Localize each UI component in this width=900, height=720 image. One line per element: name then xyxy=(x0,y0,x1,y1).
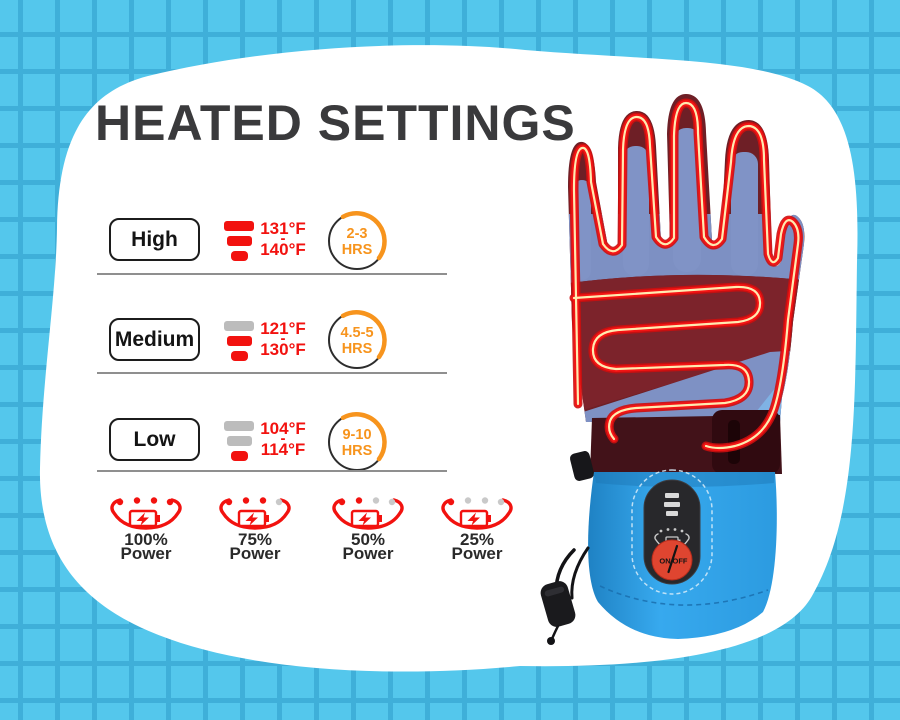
temp-value: 121°F xyxy=(260,319,306,338)
controller-stitching xyxy=(631,469,713,595)
level-label: Low xyxy=(133,427,176,451)
temperature-range-low: 104°F - 114°F xyxy=(255,419,311,459)
power-button-slash xyxy=(667,544,679,574)
heat-bar xyxy=(226,236,252,246)
duration-unit: HRS xyxy=(342,341,373,357)
level-button-high[interactable]: High xyxy=(109,218,200,261)
heating-wire xyxy=(569,98,803,453)
glove-power-button[interactable]: ON OFF xyxy=(651,539,693,581)
duration-value: 2-3 xyxy=(347,226,368,242)
heat-bar xyxy=(224,221,254,231)
temp-separator: - xyxy=(280,430,286,447)
temp-value: 131°F xyxy=(260,219,306,238)
power-word: Power xyxy=(229,543,281,563)
temp-separator: - xyxy=(280,330,286,347)
level-label: High xyxy=(131,227,178,251)
power-percent: 75% xyxy=(237,530,273,549)
power-percent: 50% xyxy=(350,530,386,549)
power-word: Power xyxy=(342,543,394,563)
heat-level-indicator-icon xyxy=(664,493,680,516)
middle-finger-panel xyxy=(673,128,701,272)
power-level-50: 50% Power xyxy=(313,495,423,563)
battery-gauge-icon xyxy=(441,497,513,530)
palm-panel xyxy=(568,274,804,418)
duration-unit: HRS xyxy=(342,242,373,258)
glove-controller: ON OFF xyxy=(631,469,713,595)
duration-badge-low: 9-10 HRS xyxy=(328,412,387,471)
heat-level-icon-medium xyxy=(224,321,254,361)
heat-bar xyxy=(226,336,252,346)
duration-badge-medium: 4.5-5 HRS xyxy=(328,310,387,369)
power-button-on-text: ON xyxy=(659,557,670,566)
badge-arc xyxy=(340,310,387,360)
power-word: Power xyxy=(451,543,503,563)
heat-bar xyxy=(230,251,248,261)
cuff-hem-stitch xyxy=(599,585,769,606)
battery-gauge-icon xyxy=(219,497,291,530)
heat-bar xyxy=(224,321,254,331)
heat-bar xyxy=(224,421,254,431)
temperature-range-high: 131°F - 140°F xyxy=(255,219,311,259)
level-button-low[interactable]: Low xyxy=(109,418,200,461)
duration-value: 9-10 xyxy=(342,427,371,443)
row-divider xyxy=(97,372,447,374)
badge-arc xyxy=(340,211,387,261)
heat-bar xyxy=(226,436,252,446)
duration-unit: HRS xyxy=(342,443,373,459)
power-percent: 25% xyxy=(459,530,495,549)
row-divider xyxy=(97,273,447,275)
temp-separator: - xyxy=(280,230,286,247)
power-button-off-text: OFF xyxy=(673,557,688,566)
heated-glove-image: ON OFF xyxy=(540,94,805,645)
badge-arc xyxy=(340,412,387,462)
temp-value: 140°F xyxy=(260,240,306,259)
battery-gauge-icon xyxy=(332,497,404,530)
duration-badge-high: 2-3 HRS xyxy=(328,211,387,270)
power-level-100: 100% Power xyxy=(91,495,201,563)
heat-level-icon-low xyxy=(224,421,254,461)
level-label: Medium xyxy=(114,327,195,351)
power-percent: 100% xyxy=(124,530,168,549)
heat-level-icon-high xyxy=(224,221,254,261)
temp-value: 104°F xyxy=(260,419,306,438)
level-button-medium[interactable]: Medium xyxy=(109,318,200,361)
temp-value: 114°F xyxy=(260,440,306,459)
row-divider xyxy=(97,470,447,472)
page-title: HEATED SETTINGS xyxy=(95,95,576,151)
heat-bar xyxy=(230,351,248,361)
heat-bar xyxy=(230,451,248,461)
temperature-range-medium: 121°F - 130°F xyxy=(255,319,311,359)
wrist-strap xyxy=(569,410,782,481)
ring-finger-panel xyxy=(623,146,649,276)
power-word: Power xyxy=(120,543,172,563)
index-finger-panel xyxy=(731,152,758,276)
duration-value: 4.5-5 xyxy=(340,325,373,341)
battery-gauge-icon xyxy=(110,497,182,530)
strap-clip xyxy=(569,451,595,481)
power-level-75: 75% Power xyxy=(200,495,310,563)
drawstring-toggle xyxy=(540,546,590,645)
power-level-25: 25% Power xyxy=(422,495,532,563)
temp-value: 130°F xyxy=(260,340,306,359)
